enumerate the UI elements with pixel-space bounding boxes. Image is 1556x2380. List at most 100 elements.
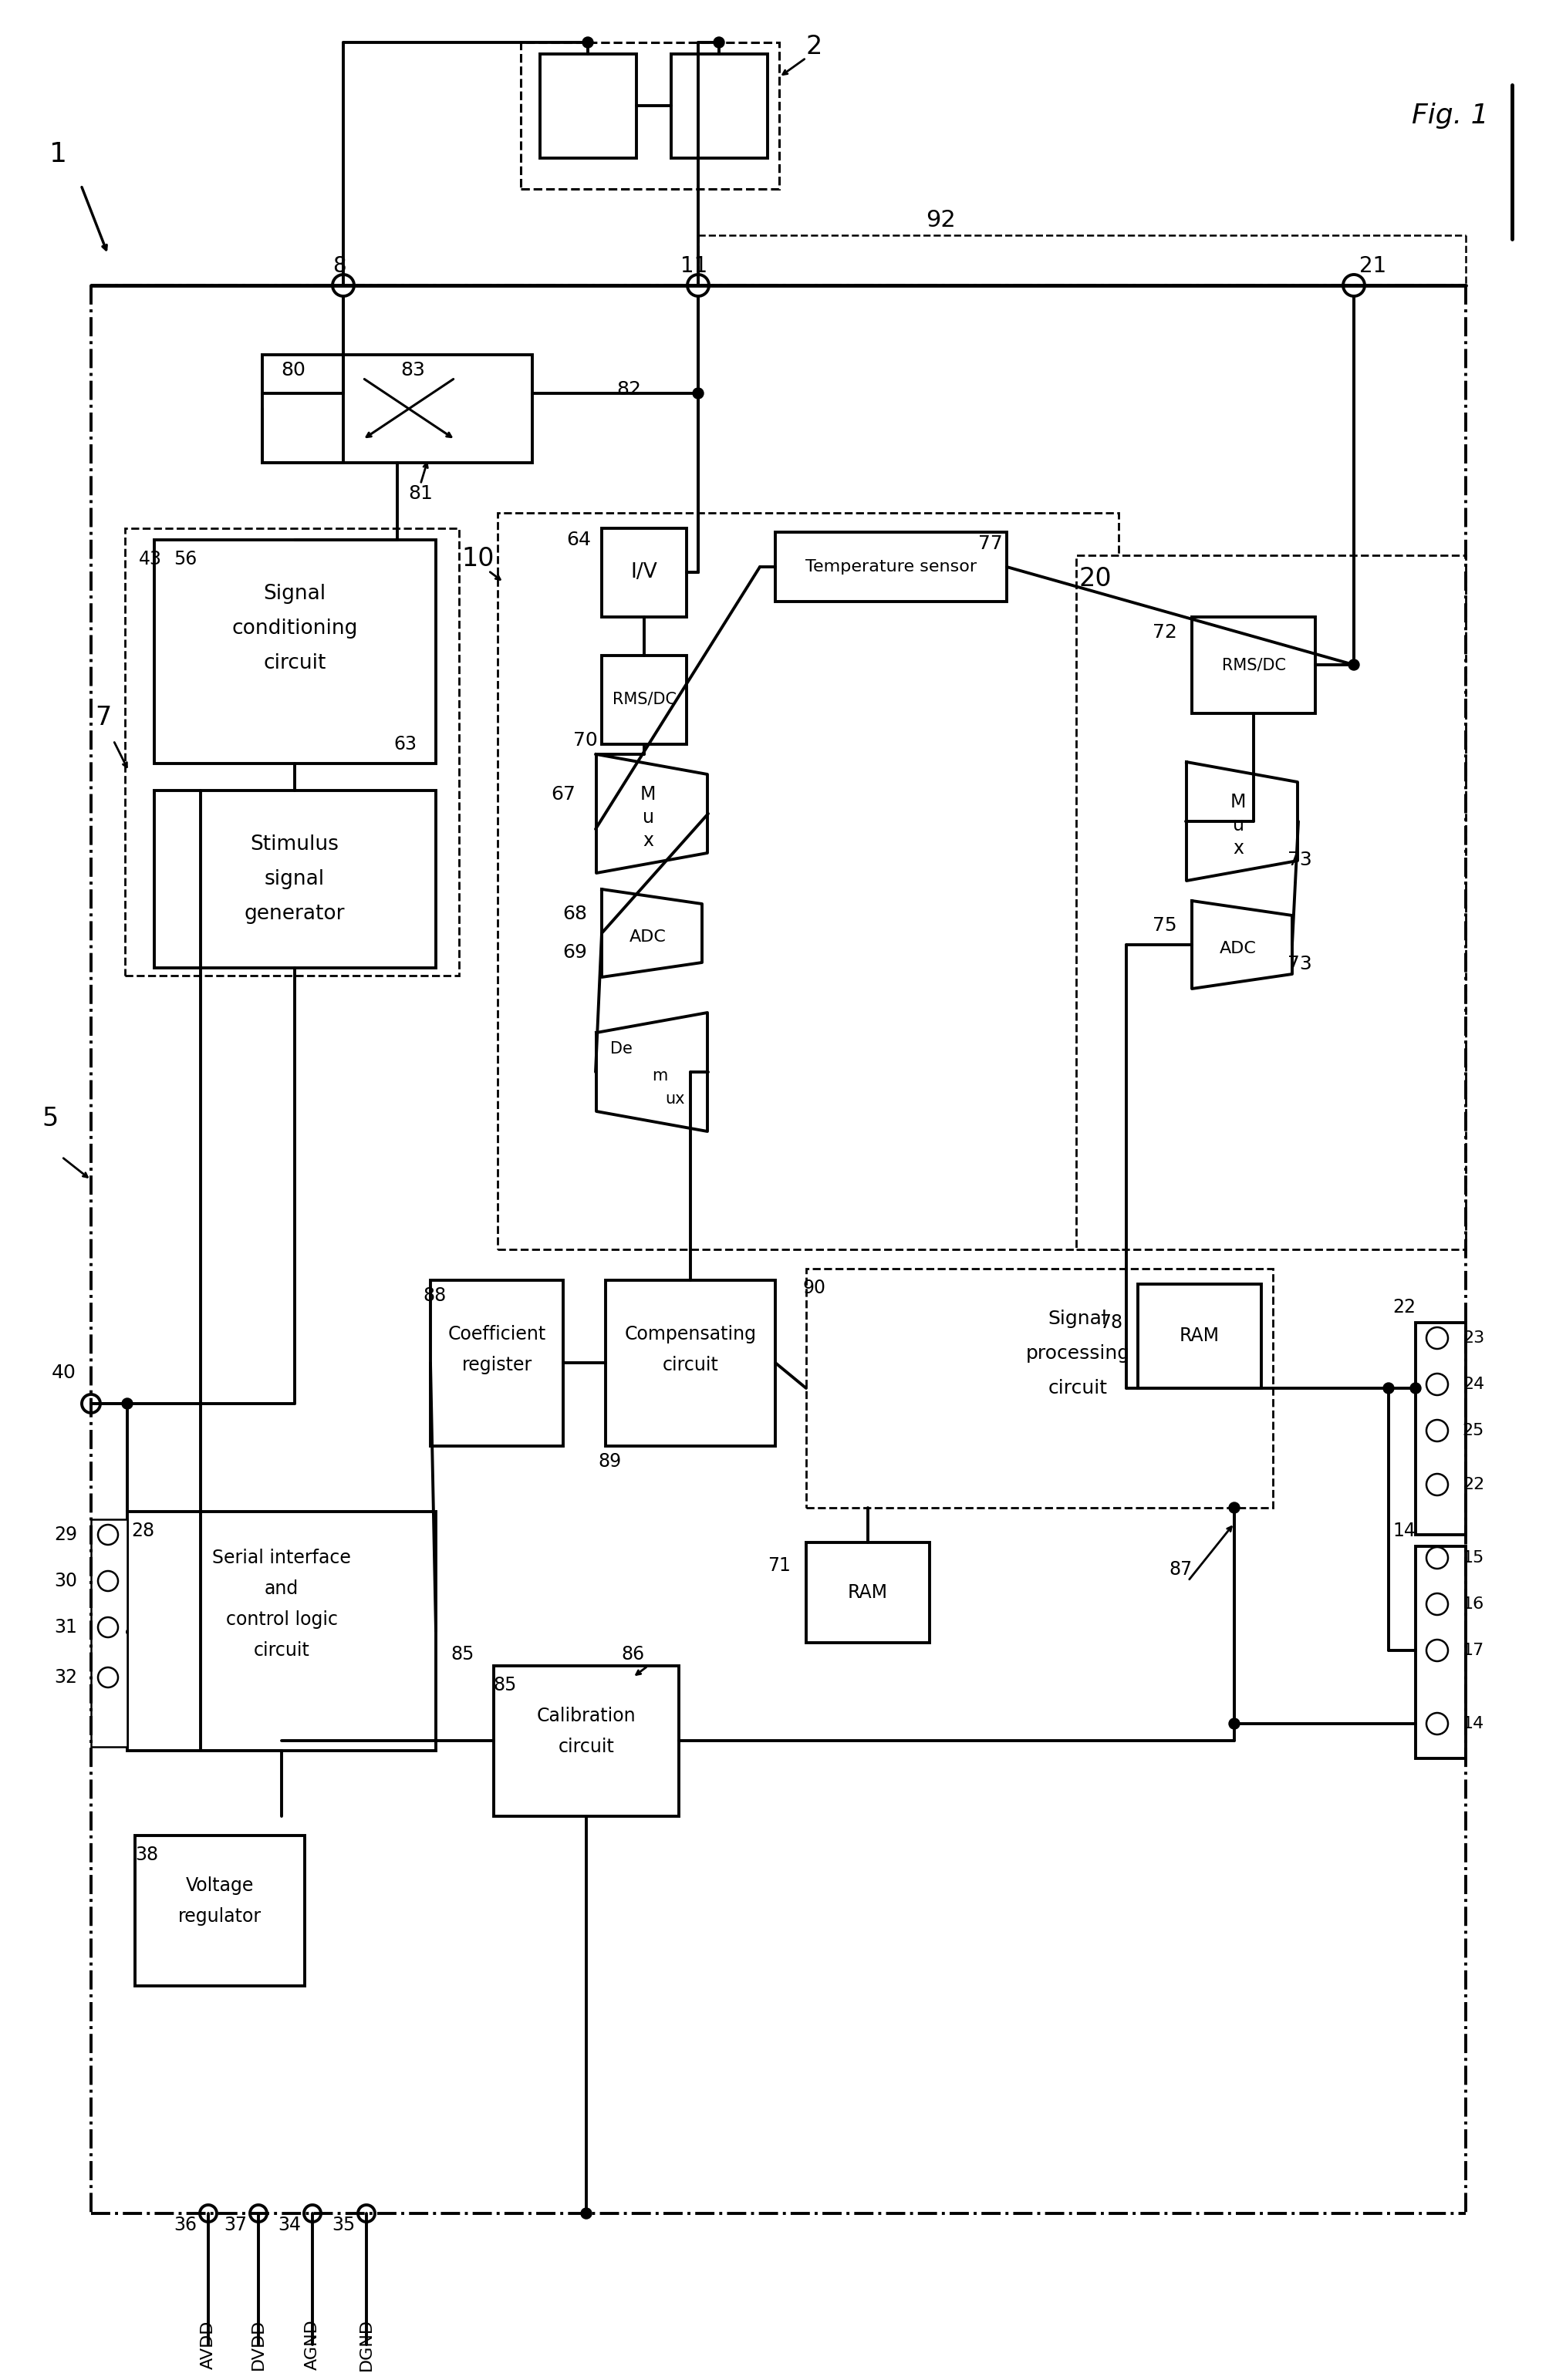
Text: 11: 11 [680,255,708,276]
Text: DGND: DGND [359,2318,373,2370]
Text: 80: 80 [280,362,305,378]
Text: Coefficient: Coefficient [448,1326,546,1342]
Text: 85: 85 [493,1676,517,1695]
Bar [263,355,532,462]
Text: 92: 92 [926,209,955,231]
Text: ux: ux [664,1092,685,1107]
Text: 34: 34 [277,2216,300,2235]
Text: 28: 28 [131,1521,154,1540]
Text: Compensating: Compensating [624,1326,756,1342]
Text: AVDD: AVDD [201,2320,216,2368]
Text: 31: 31 [54,1618,78,1637]
Text: circuit: circuit [559,1737,615,1756]
Bar [92,1518,128,1747]
Text: 81: 81 [408,483,433,502]
Text: M: M [640,785,657,804]
Bar [521,43,780,188]
Bar [540,55,636,157]
Bar [128,1511,436,1752]
Text: 83: 83 [400,362,425,378]
Text: 78: 78 [1099,1314,1122,1333]
Text: RAM: RAM [848,1583,888,1602]
Text: De: De [610,1040,632,1057]
Text: u: u [643,809,654,826]
Bar [671,55,767,157]
Polygon shape [1192,900,1291,988]
Text: ADC: ADC [630,928,666,945]
Text: 37: 37 [224,2216,247,2235]
Text: 73: 73 [1288,954,1312,973]
Bar [493,1666,678,1816]
Bar [605,1280,775,1447]
Bar [154,790,436,969]
Text: 43: 43 [138,550,162,569]
Circle shape [714,38,725,48]
Text: 90: 90 [803,1278,825,1297]
Text: 5: 5 [42,1107,58,1130]
Text: 24: 24 [1463,1376,1484,1392]
Text: DVDD: DVDD [251,2318,266,2370]
Text: control logic: control logic [226,1611,338,1628]
Text: 22: 22 [1393,1297,1416,1316]
Text: 56: 56 [173,550,196,569]
Bar [1192,616,1315,714]
Text: circuit: circuit [663,1357,719,1373]
Text: processing: processing [1025,1345,1130,1364]
Text: 16: 16 [1463,1597,1484,1611]
Text: register: register [462,1357,532,1373]
Bar [775,533,1007,602]
Polygon shape [596,1012,708,1130]
Bar [431,1280,563,1447]
Bar [602,528,686,616]
Text: 8: 8 [333,255,347,276]
Text: x: x [643,831,654,850]
Text: 30: 30 [54,1571,78,1590]
Text: u: u [1232,816,1243,835]
Text: 89: 89 [598,1452,621,1471]
Text: RMS/DC: RMS/DC [612,693,677,707]
Text: M: M [1231,793,1246,812]
Text: 15: 15 [1463,1549,1484,1566]
Text: signal: signal [265,869,325,890]
Circle shape [1229,1718,1240,1730]
Text: Signal: Signal [263,583,327,605]
Text: and: and [265,1580,299,1597]
Text: 35: 35 [331,2216,355,2235]
Text: 71: 71 [767,1557,790,1576]
Text: 87: 87 [1169,1561,1192,1578]
Text: I/V: I/V [630,562,658,583]
Bar [806,1269,1273,1509]
Text: 29: 29 [54,1526,78,1545]
Text: 10: 10 [462,547,495,571]
Text: 88: 88 [423,1288,447,1304]
Text: 14: 14 [1463,1716,1484,1730]
Text: 40: 40 [51,1364,76,1383]
Circle shape [1410,1383,1421,1395]
Bar [498,512,1119,1250]
Text: circuit: circuit [1049,1378,1108,1397]
Bar [806,1542,929,1642]
Text: 1: 1 [48,140,67,167]
Text: conditioning: conditioning [232,619,358,638]
Text: regulator: regulator [177,1906,261,1925]
Text: x: x [1232,840,1243,857]
Text: 38: 38 [135,1845,159,1864]
Circle shape [1229,1502,1240,1514]
Text: 72: 72 [1153,624,1178,643]
Circle shape [582,38,593,48]
Polygon shape [596,754,708,873]
Text: 67: 67 [551,785,576,804]
Text: Fig. 1: Fig. 1 [1411,102,1489,129]
Text: 22: 22 [1463,1478,1484,1492]
Polygon shape [602,890,702,978]
Bar [1416,1323,1466,1535]
Text: RMS/DC: RMS/DC [1221,657,1285,674]
Circle shape [1383,1383,1394,1395]
Text: Serial interface: Serial interface [212,1549,352,1566]
Circle shape [1349,659,1360,671]
Bar [602,655,686,745]
Text: Stimulus: Stimulus [251,835,339,854]
Text: 14: 14 [1393,1521,1416,1540]
Text: 64: 64 [566,531,591,550]
Text: 82: 82 [616,381,641,400]
